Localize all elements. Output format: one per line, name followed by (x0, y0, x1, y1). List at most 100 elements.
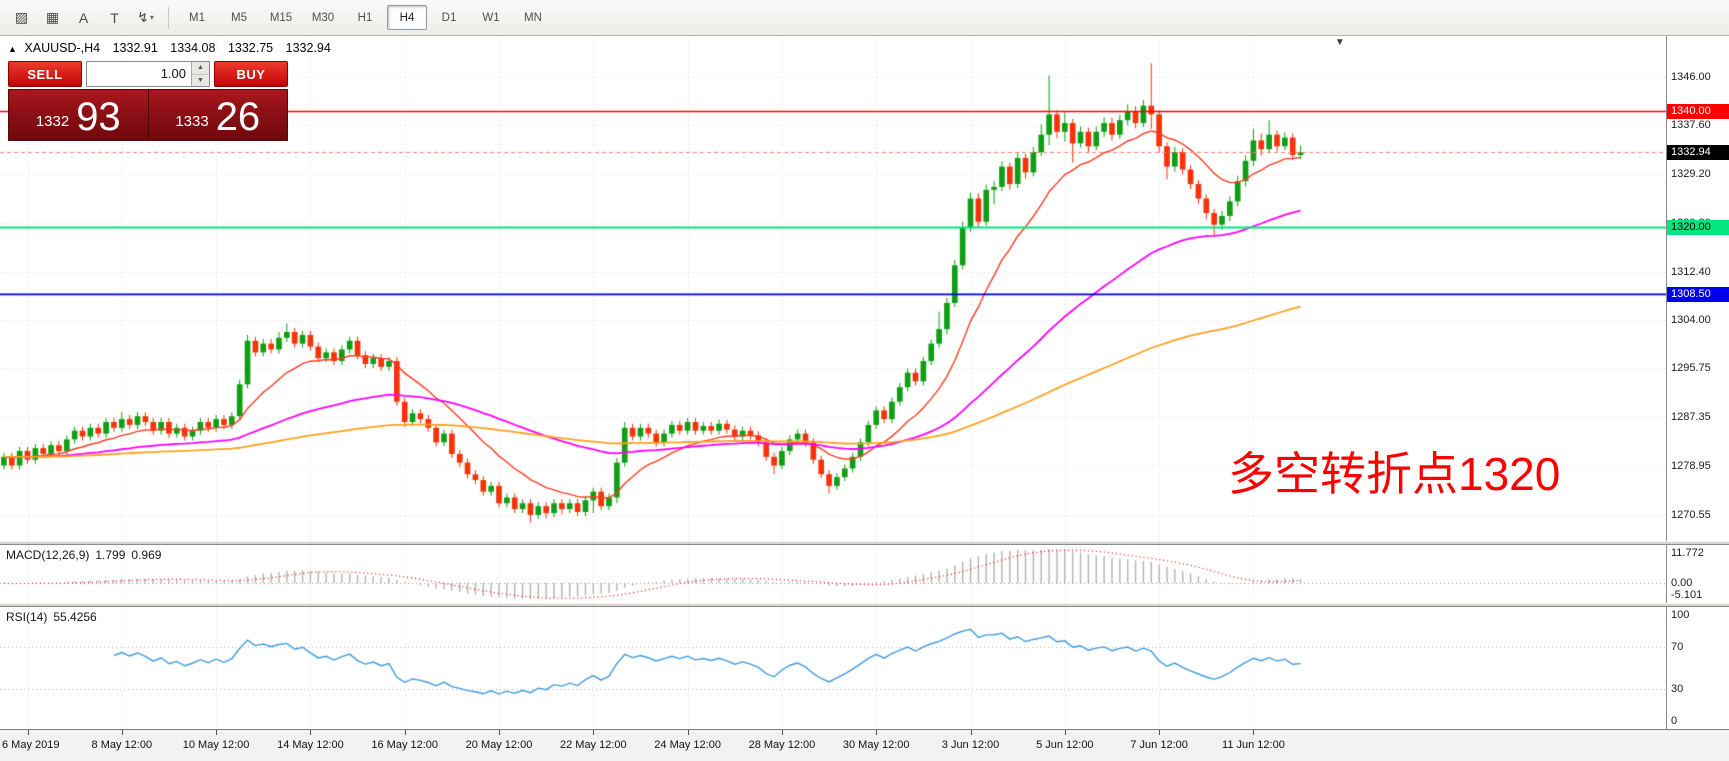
rsi-name: RSI(14) (6, 610, 48, 624)
volume-down-button[interactable]: ▼ (192, 74, 209, 86)
price-tick-label: 1329.20 (1671, 168, 1711, 181)
ask-quote[interactable]: 1333 26 (148, 90, 287, 140)
text-tool-icon[interactable]: A (69, 4, 98, 31)
time-tick-mark (593, 730, 594, 735)
macd-axis[interactable]: 11.772 0.00 -5.101 (1666, 545, 1729, 603)
pattern-tool-icon[interactable]: ▨ (7, 4, 36, 31)
rsi-chart-canvas[interactable] (0, 607, 1666, 729)
time-tick-mark (310, 730, 311, 735)
ohlc-high: 1334.08 (170, 41, 216, 55)
timeframe-m1[interactable]: M1 (189, 11, 205, 24)
ohlc-open: 1332.91 (112, 41, 158, 55)
time-axis-label: 20 May 12:00 (465, 739, 533, 751)
dropdown-caret-icon: ▾ (149, 13, 154, 22)
text-label-tool-icon[interactable]: T (100, 4, 129, 31)
quote-row: 1332 93 1333 26 (8, 89, 288, 141)
price-level-badge: 1320.00 (1667, 220, 1729, 236)
ohlc-close: 1332.94 (285, 41, 331, 55)
price-axis[interactable]: 1346.001337.601329.201320.801312.401304.… (1666, 36, 1729, 541)
time-axis-label: 24 May 12:00 (654, 739, 721, 751)
time-tick-mark (876, 730, 877, 735)
volume-steppers: ▲ ▼ (191, 62, 209, 86)
price-tick-label: 1278.95 (1671, 459, 1711, 472)
macd-value-main: 1.799 (95, 548, 126, 562)
price-tick-label: 1304.00 (1671, 314, 1711, 327)
rsi-value: 55.4256 (53, 610, 97, 624)
toolbar-separator (168, 6, 169, 29)
timeframe-w1[interactable]: W1 (482, 11, 500, 24)
price-level-badge: 1340.00 (1667, 103, 1729, 119)
macd-tick-label: -5.101 (1671, 589, 1703, 601)
pattern-tool-icon-glyph: ▨ (14, 9, 29, 25)
price-tick-label: 1346.00 (1671, 70, 1711, 83)
volume-up-button[interactable]: ▲ (192, 62, 209, 75)
bid-price-big: 93 (76, 95, 121, 140)
sell-button[interactable]: SELL (8, 61, 82, 87)
rsi-label: RSI(14) 55.4256 (6, 610, 103, 624)
price-tick-label: 1287.35 (1671, 411, 1711, 424)
price-panel: ▲ XAUUSD-,H4 1332.91 1334.08 1332.75 133… (0, 36, 1729, 541)
grid-tool-icon[interactable]: ▦ (38, 4, 67, 31)
buy-button[interactable]: BUY (214, 61, 288, 87)
time-tick-mark (28, 730, 29, 735)
chart-shift-marker-icon[interactable]: ▼ (1334, 37, 1345, 48)
one-click-trade-panel: SELL 1.00 ▲ ▼ BUY 1332 93 1333 26 (8, 61, 288, 141)
arrows-tool-icon-glyph: ↯ (137, 9, 149, 25)
time-axis-label: 10 May 12:00 (182, 739, 250, 751)
time-axis-label: 28 May 12:00 (748, 739, 816, 751)
price-tick-label: 1270.55 (1671, 508, 1711, 521)
timeframe-h1[interactable]: H1 (357, 11, 373, 24)
symbol-name: XAUUSD-,H4 (24, 41, 101, 55)
time-tick-mark (971, 730, 972, 735)
macd-chart-canvas[interactable] (0, 545, 1666, 603)
bid-price-small: 1332 (35, 113, 70, 130)
price-tick-label: 1295.75 (1671, 362, 1711, 375)
arrows-tool-icon[interactable]: ↯ ▾ (131, 4, 160, 31)
time-tick-mark (499, 730, 500, 735)
time-tick-mark (122, 730, 123, 735)
time-axis-label: 5 Jun 12:00 (1036, 739, 1094, 751)
ask-price-big: 26 (215, 95, 261, 140)
rsi-axis[interactable]: 100 70 30 0 (1666, 607, 1729, 729)
time-tick-mark (405, 730, 406, 735)
panel-divider[interactable] (0, 603, 1729, 607)
time-tick-mark (1065, 730, 1066, 735)
rsi-tick-label: 0 (1671, 714, 1678, 727)
time-tick-mark (688, 730, 689, 735)
rsi-panel: RSI(14) 55.4256 100 70 30 0 (0, 607, 1729, 729)
rsi-tick-label: 100 (1671, 609, 1690, 622)
rsi-tick-label: 30 (1671, 683, 1684, 696)
time-axis[interactable]: 6 May 2019 8 May 12:00 10 May 12:00 14 May … (0, 729, 1729, 761)
bid-quote[interactable]: 1332 93 (9, 90, 149, 140)
macd-tick-label: 11.772 (1671, 547, 1704, 559)
timeframe-d1[interactable]: D1 (441, 11, 457, 24)
time-axis-label: 6 May 2019 (2, 739, 60, 751)
annotation-text: 多空转折点1320 (1228, 448, 1561, 500)
rsi-tick-label: 70 (1671, 640, 1684, 653)
ohlc-low: 1332.75 (227, 41, 274, 55)
drawing-tools-group: ▨ ▦ A T ↯ ▾ (6, 4, 161, 31)
text-label-tool-icon-glyph: T (110, 9, 119, 26)
toolbar: ▨ ▦ A T ↯ ▾ M1 M5 M15 M30 H1 H4 D1 W1 MN (0, 0, 1729, 36)
volume-spinner[interactable]: 1.00 ▲ ▼ (86, 61, 210, 87)
macd-label: MACD(12,26,9) 1.799 0.969 (6, 548, 167, 562)
ask-price-small: 1333 (175, 113, 209, 130)
macd-panel: MACD(12,26,9) 1.799 0.969 11.772 0.00 -5.101 (0, 545, 1729, 603)
timeframe-m30[interactable]: M30 (311, 11, 335, 24)
symbol-marker-icon: ▲ (8, 44, 17, 54)
timeframe-m5[interactable]: M5 (231, 11, 247, 24)
grid-tool-icon-glyph: ▦ (45, 9, 60, 25)
time-axis-label: 3 Jun 12:00 (941, 739, 1000, 751)
timeframe-mn[interactable]: MN (524, 11, 542, 24)
time-axis-label: 14 May 12:00 (277, 739, 344, 751)
timeframe-h4[interactable]: H4 (387, 5, 427, 30)
time-axis-label: 30 May 12:00 (842, 739, 910, 751)
timeframe-group: M1 M5 M15 M30 H1 H4 D1 W1 MN (176, 5, 554, 30)
timeframe-m15[interactable]: M15 (269, 11, 293, 24)
time-axis-label: 16 May 12:00 (371, 739, 439, 751)
volume-value[interactable]: 1.00 (160, 66, 186, 81)
time-axis-label: 8 May 12:00 (91, 739, 153, 751)
panel-divider[interactable] (0, 541, 1729, 545)
time-axis-label: 7 Jun 12:00 (1130, 739, 1188, 751)
time-tick-mark (1159, 730, 1160, 735)
